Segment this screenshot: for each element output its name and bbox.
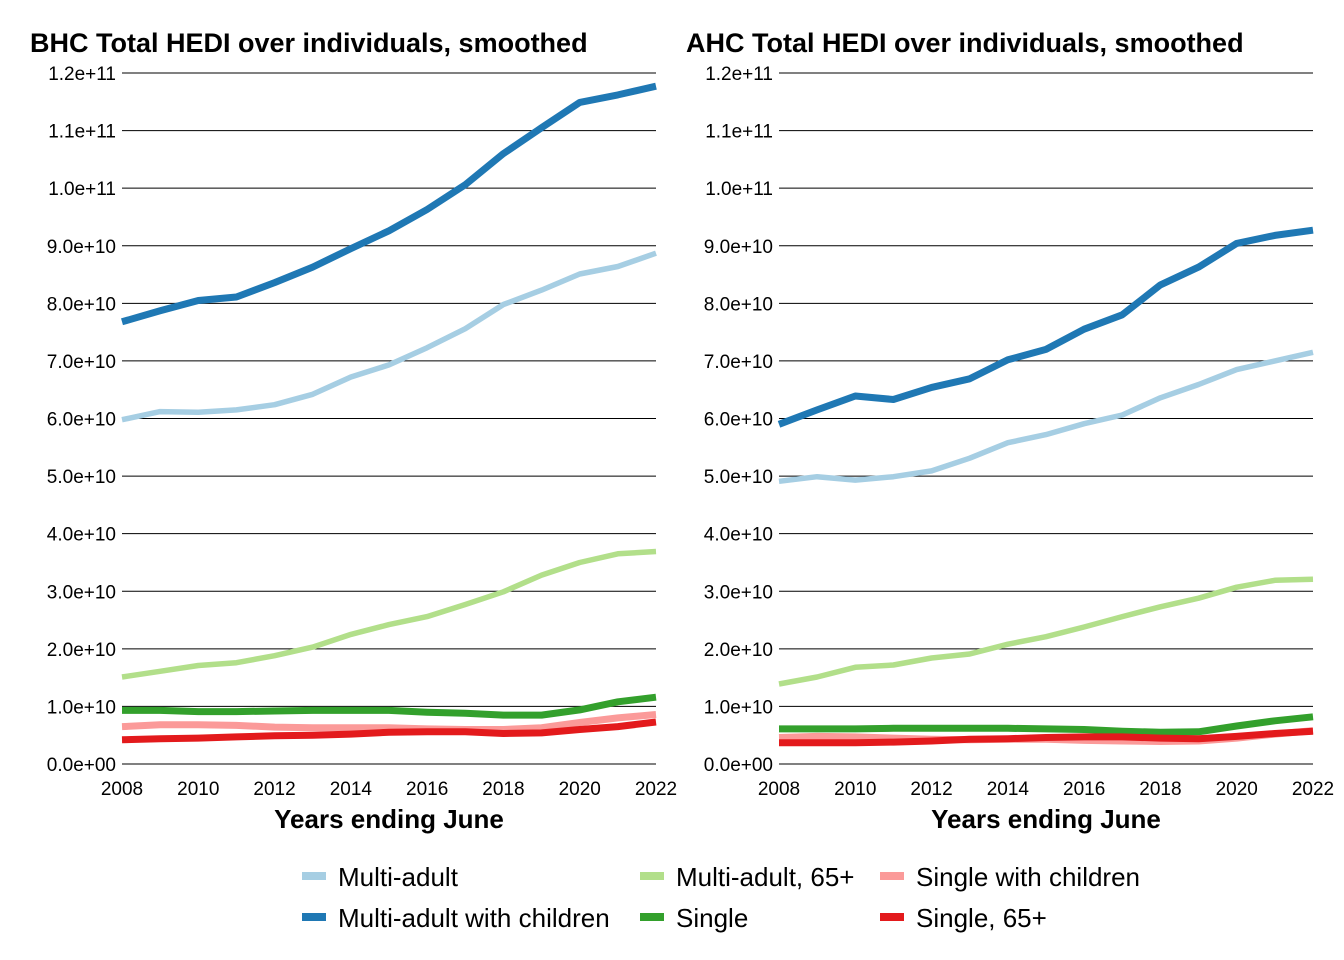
bhc-x-axis-label: Years ending June [274, 804, 504, 834]
legend-label-multi-adult-with-children: Multi-adult with children [338, 903, 610, 933]
bhc-x-tick-label: 2022 [635, 779, 677, 800]
legend-label-single-65: Single, 65+ [916, 903, 1047, 933]
bhc-y-tick-label: 1.0e+10 [47, 697, 116, 718]
ahc-gridlines [779, 72, 1313, 765]
ahc-series-multi-adult-65 [778, 576, 1314, 687]
bhc-y-tick-label: 7.0e+10 [47, 352, 116, 373]
legend-label-multi-adult: Multi-adult [338, 862, 459, 892]
ahc-x-tick-label: 2008 [758, 779, 800, 800]
ahc-y-tick-labels: 0.0e+00 1.0e+10 2.0e+10 3.0e+10 4.0e+10 5.0e+… [704, 64, 773, 776]
bhc-y-tick-label: 1.0e+11 [48, 179, 116, 200]
bhc-series-multi-adult-65 [121, 548, 657, 680]
bhc-series-lines [121, 82, 657, 744]
ahc-x-tick-labels: 2008 2010 2012 2014 2016 2018 2020 2022 [758, 779, 1334, 800]
bhc-x-tick-label: 2014 [330, 779, 373, 800]
chart-legend: Multi-adult Multi-adult, 65+ Single with c… [302, 862, 1140, 933]
ahc-series-lines [777, 226, 1314, 747]
ahc-y-tick-label: 5.0e+10 [704, 467, 773, 488]
ahc-y-tick-label: 0.0e+00 [704, 755, 773, 776]
bhc-x-tick-label: 2010 [177, 779, 219, 800]
bhc-series-single [122, 693, 657, 719]
ahc-chart-title: AHC Total HEDI over individuals, smoothe… [686, 28, 1244, 58]
ahc-x-tick-label: 2022 [1292, 779, 1334, 800]
ahc-x-tick-label: 2010 [834, 779, 876, 800]
ahc-y-tick-label: 8.0e+10 [704, 294, 773, 315]
ahc-x-tick-label: 2018 [1139, 779, 1181, 800]
bhc-x-tick-label: 2020 [559, 779, 601, 800]
bhc-series-single-with-children [121, 711, 657, 733]
bhc-y-tick-labels: 0.0e+00 1.0e+10 2.0e+10 3.0e+10 4.0e+10 5.0e+… [47, 64, 116, 776]
ahc-y-tick-label: 6.0e+10 [704, 410, 773, 431]
ahc-x-tick-label: 2014 [987, 779, 1030, 800]
ahc-series-single-65 [779, 727, 1314, 747]
ahc-y-tick-label: 1.0e+10 [704, 697, 773, 718]
bhc-y-tick-label: 3.0e+10 [47, 582, 116, 603]
bhc-chart-title: BHC Total HEDI over individuals, smoothe… [30, 28, 588, 58]
bhc-y-tick-label: 0.0e+00 [47, 755, 116, 776]
bhc-series-multi-adult-with-children [121, 82, 657, 326]
ahc-y-tick-label: 1.1e+11 [705, 122, 773, 143]
bhc-y-tick-label: 1.2e+11 [48, 64, 116, 85]
legend-label-single-with-children: Single with children [916, 862, 1140, 892]
ahc-x-tick-label: 2012 [910, 779, 952, 800]
ahc-y-tick-label: 4.0e+10 [704, 525, 773, 546]
bhc-x-tick-label: 2012 [253, 779, 295, 800]
bhc-x-tick-label: 2008 [101, 779, 143, 800]
ahc-y-tick-label: 2.0e+10 [704, 640, 773, 661]
ahc-y-tick-label: 9.0e+10 [704, 237, 773, 258]
bhc-series-single-65 [121, 718, 657, 744]
legend-label-multi-adult-65: Multi-adult, 65+ [676, 862, 854, 892]
ahc-y-tick-label: 1.2e+11 [705, 64, 773, 85]
legend-label-single: Single [676, 903, 748, 933]
bhc-y-tick-label: 9.0e+10 [47, 237, 116, 258]
bhc-x-tick-label: 2018 [482, 779, 524, 800]
ahc-x-tick-label: 2020 [1216, 779, 1258, 800]
ahc-y-tick-label: 1.0e+11 [705, 179, 773, 200]
ahc-series-multi-adult-with-children [777, 226, 1314, 428]
ahc-x-tick-label: 2016 [1063, 779, 1105, 800]
bhc-x-tick-labels: 2008 2010 2012 2014 2016 2018 2020 2022 [101, 779, 677, 800]
bhc-y-tick-label: 8.0e+10 [47, 294, 116, 315]
bhc-y-tick-label: 2.0e+10 [47, 640, 116, 661]
ahc-series-multi-adult [778, 349, 1314, 485]
bhc-series-multi-adult [121, 250, 657, 423]
ahc-panel: AHC Total HEDI over individuals, smoothe… [686, 28, 1334, 834]
bhc-y-tick-label: 6.0e+10 [47, 410, 116, 431]
bhc-x-tick-label: 2016 [406, 779, 448, 800]
bhc-y-tick-label: 1.1e+11 [48, 122, 116, 143]
bhc-y-tick-label: 4.0e+10 [47, 525, 116, 546]
ahc-y-tick-label: 7.0e+10 [704, 352, 773, 373]
ahc-x-axis-label: Years ending June [931, 804, 1161, 834]
bhc-gridlines [122, 72, 656, 765]
ahc-series-single [779, 713, 1314, 736]
bhc-y-tick-label: 5.0e+10 [47, 467, 116, 488]
bhc-panel: BHC Total HEDI over individuals, smoothe… [30, 28, 677, 834]
ahc-y-tick-label: 3.0e+10 [704, 582, 773, 603]
